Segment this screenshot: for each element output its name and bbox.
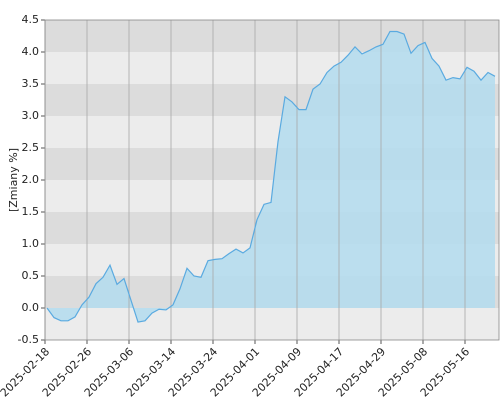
y-tick-label: 1.0 <box>22 237 40 250</box>
y-tick-label: 3.0 <box>22 109 40 122</box>
line <box>46 30 496 323</box>
y-tick-label: 1.5 <box>22 205 40 218</box>
area <box>47 31 495 323</box>
y-tick-label: -0.5 <box>18 333 39 346</box>
y-tick-label: 2.0 <box>22 173 40 186</box>
y-tick-label: 2.5 <box>22 141 40 154</box>
grid-band <box>45 308 499 340</box>
grid-band <box>45 20 499 52</box>
y-tick-label: 3.5 <box>22 77 40 90</box>
y-tick-label: 4.0 <box>22 45 40 58</box>
y-axis-label: [Zmiany %] <box>7 148 20 212</box>
plot-frame <box>44 19 500 341</box>
y-tick-label: 0.0 <box>22 301 40 314</box>
y-tick-label: 4.5 <box>22 13 40 26</box>
y-tick-label: 0.5 <box>22 269 40 282</box>
